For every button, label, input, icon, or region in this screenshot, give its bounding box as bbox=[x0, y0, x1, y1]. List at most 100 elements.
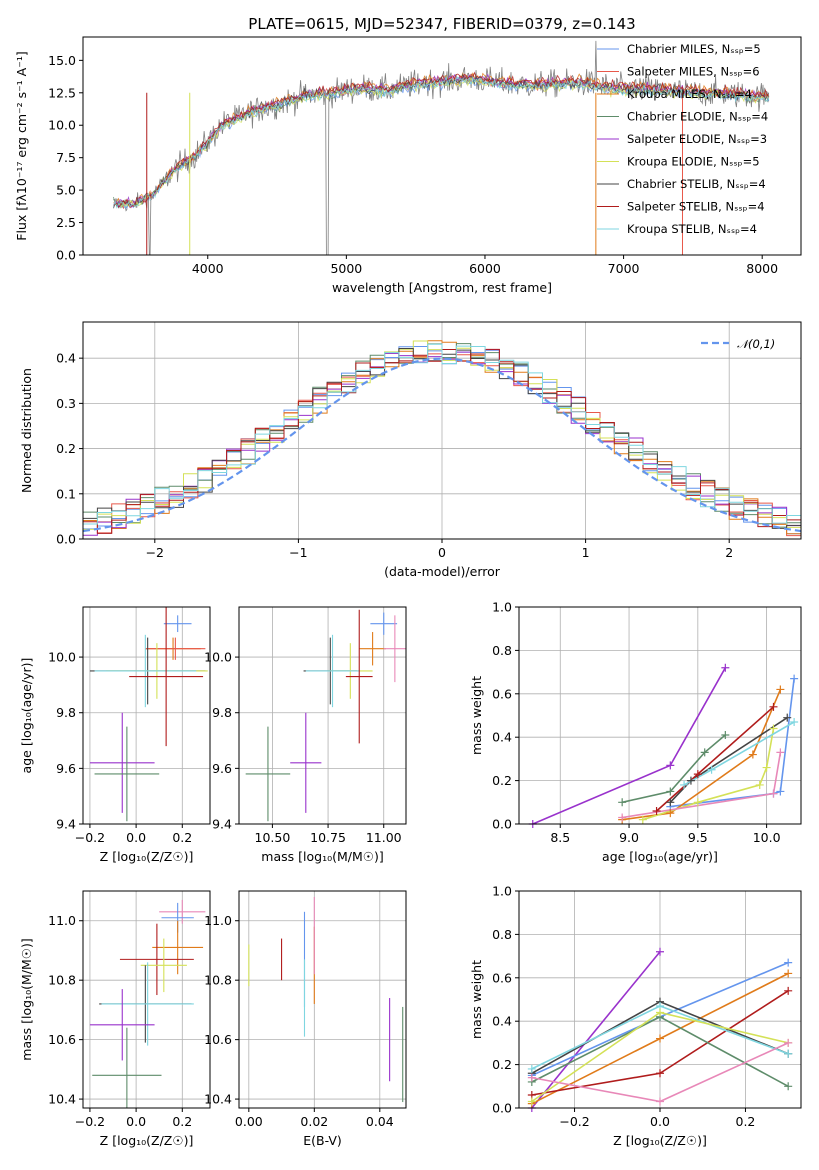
legend-entry: Kroupa ELODIE, Nₛₛₚ=5 bbox=[627, 155, 760, 169]
x-tick-label: 8000 bbox=[746, 261, 778, 276]
mass-weight-point-marker bbox=[762, 763, 771, 772]
y-tick-label: 0.8 bbox=[492, 927, 512, 942]
residual-histogram bbox=[83, 343, 801, 539]
x-tick-label: 6000 bbox=[469, 261, 501, 276]
y-tick-label: 0.0 bbox=[56, 532, 76, 547]
mass-weight-point-marker bbox=[769, 724, 778, 733]
mass-weight-point-marker bbox=[707, 765, 716, 774]
y-tick-label: 11.0 bbox=[48, 913, 76, 928]
x-tick-label: 0.0 bbox=[650, 1114, 670, 1129]
mass-weight-point-marker bbox=[790, 674, 799, 683]
y-tick-label: 9.6 bbox=[56, 761, 76, 776]
y-tick-label: 9.4 bbox=[212, 817, 232, 832]
model-spectrum-line bbox=[113, 72, 770, 209]
mass-weight-point-marker bbox=[784, 969, 793, 978]
x-tick-label: 11.00 bbox=[366, 830, 402, 845]
x-tick-label: 0.2 bbox=[172, 1114, 192, 1129]
x-axis-label: Z [log₁₀(Z/Z☉)] bbox=[100, 849, 194, 864]
x-tick-label: −0.2 bbox=[75, 1114, 105, 1129]
legend-entry: Chabrier ELODIE, Nₛₛₚ=4 bbox=[627, 110, 768, 124]
x-tick-label: 0.2 bbox=[172, 830, 192, 845]
x-axis-label: age [log₁₀(age/yr)] bbox=[602, 849, 718, 864]
x-tick-label: 0.00 bbox=[235, 1114, 263, 1129]
x-tick-label: 4000 bbox=[192, 261, 224, 276]
model-spectrum-line bbox=[113, 75, 770, 209]
mass-weight-point-marker bbox=[527, 1073, 536, 1082]
y-axis-label: mass weight bbox=[469, 960, 484, 1039]
y-axis-label: Flux [fλ10⁻¹⁷ erg cm⁻² s⁻¹ A⁻¹] bbox=[14, 51, 29, 240]
normal-distribution-curve bbox=[83, 357, 801, 533]
y-tick-label: 10.8 bbox=[204, 973, 232, 988]
x-tick-label: 0.02 bbox=[300, 1114, 328, 1129]
mass-weight-point-marker bbox=[784, 1038, 793, 1047]
y-tick-label: 0.1 bbox=[56, 486, 76, 501]
mass-weight-point-marker bbox=[700, 748, 709, 757]
x-axis-label: E(B-V) bbox=[303, 1133, 342, 1148]
x-tick-label: −1 bbox=[289, 545, 307, 560]
y-tick-label: 10.6 bbox=[48, 1032, 76, 1047]
y-tick-label: 10.0 bbox=[48, 118, 76, 133]
legend-entry: Salpeter MILES, Nₛₛₚ=6 bbox=[627, 65, 760, 79]
legend-entry: 𝒩(0,1) bbox=[737, 337, 775, 351]
legend-entry: Chabrier STELIB, Nₛₛₚ=4 bbox=[627, 177, 766, 191]
y-tick-label: 0.6 bbox=[492, 686, 512, 701]
x-tick-label: 0.0 bbox=[126, 830, 146, 845]
mass-weight-series-line bbox=[622, 734, 726, 804]
y-tick-label: 10.4 bbox=[204, 1092, 232, 1107]
x-tick-label: 9.0 bbox=[619, 830, 639, 845]
y-tick-label: 0.2 bbox=[56, 441, 76, 456]
axes-frame bbox=[238, 606, 407, 825]
y-axis-label: age [log₁₀(age/yr)] bbox=[19, 658, 34, 774]
mass-weight-point-marker bbox=[680, 780, 689, 789]
y-tick-label: 12.5 bbox=[48, 85, 76, 100]
y-tick-label: 7.5 bbox=[56, 150, 76, 165]
mass-weight-point-marker bbox=[656, 1069, 664, 1078]
x-tick-label: −0.2 bbox=[75, 830, 105, 845]
mass-weight-point-marker bbox=[666, 761, 675, 770]
x-tick-label: 7000 bbox=[608, 261, 640, 276]
mass-weight-point-marker bbox=[686, 776, 695, 785]
y-tick-label: 10.4 bbox=[48, 1092, 76, 1107]
x-tick-label: 5000 bbox=[330, 261, 362, 276]
x-axis-label: Z [log₁₀(Z/Z☉)] bbox=[613, 1133, 707, 1148]
y-axis-label: mass weight bbox=[469, 676, 484, 755]
mass-weight-point-marker bbox=[527, 1097, 536, 1106]
chart-title: PLATE=0615, MJD=52347, FIBERID=0379, z=0… bbox=[248, 15, 635, 33]
panel-plot-area bbox=[89, 607, 208, 822]
x-tick-label: −0.2 bbox=[559, 1114, 589, 1129]
mass-weight-point-marker bbox=[784, 1049, 793, 1058]
mass-weight-point-marker bbox=[721, 731, 730, 740]
axes-frame bbox=[238, 890, 407, 1109]
mass-weight-point-marker bbox=[748, 750, 757, 759]
axes-frame bbox=[82, 890, 211, 1109]
mass-weight-point-marker bbox=[721, 663, 730, 672]
axes-frame bbox=[82, 36, 802, 256]
x-tick-label: 10.75 bbox=[310, 830, 346, 845]
mass-weight-point-marker bbox=[527, 1064, 536, 1073]
x-tick-label: 8.5 bbox=[550, 830, 570, 845]
y-tick-label: 2.5 bbox=[56, 215, 76, 230]
y-tick-label: 10.0 bbox=[48, 650, 76, 665]
x-tick-label: 2 bbox=[725, 545, 733, 560]
legend-entry: Chabrier MILES, Nₛₛₚ=5 bbox=[627, 42, 761, 56]
x-tick-label: 10.0 bbox=[753, 830, 781, 845]
y-tick-label: 9.8 bbox=[212, 705, 232, 720]
mass-weight-point-marker bbox=[784, 958, 793, 967]
y-tick-label: 0.4 bbox=[492, 730, 512, 745]
legend-entry: Salpeter ELODIE, Nₛₛₚ=3 bbox=[627, 132, 767, 146]
panel-plot-area bbox=[248, 896, 404, 1103]
x-axis-label: wavelength [Angstrom, rest frame] bbox=[332, 280, 552, 295]
mass-weight-point-marker bbox=[783, 713, 792, 722]
y-tick-label: 5.0 bbox=[56, 183, 76, 198]
y-tick-label: 10.8 bbox=[48, 973, 76, 988]
y-tick-label: 0.0 bbox=[492, 1101, 512, 1116]
mass-weight-point-marker bbox=[776, 748, 785, 757]
y-tick-label: 1.0 bbox=[492, 600, 512, 615]
y-tick-label: 9.8 bbox=[56, 705, 76, 720]
x-tick-label: 0 bbox=[438, 545, 446, 560]
mass-weight-point-marker bbox=[618, 813, 627, 822]
y-axis-label: mass [log₁₀(M/M☉)] bbox=[19, 938, 34, 1060]
x-tick-label: 1 bbox=[582, 545, 590, 560]
y-tick-label: 0.6 bbox=[492, 970, 512, 985]
